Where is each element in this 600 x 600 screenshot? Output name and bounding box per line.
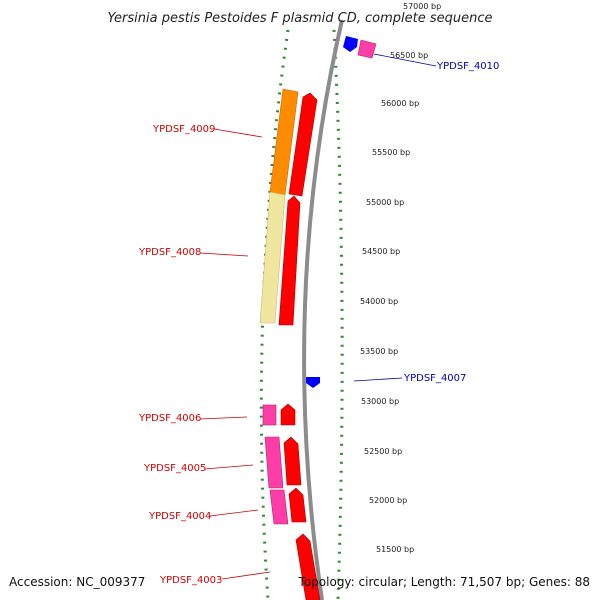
bp-label: 56500 bp	[390, 51, 428, 60]
bp-label: 55500 bp	[372, 148, 410, 157]
gene-label-ypdsf-4006: YPDSF_4006	[138, 413, 201, 424]
leader-ypdsf-4009	[213, 128, 263, 138]
gene-label-ypdsf-4008: YPDSF_4008	[138, 247, 201, 258]
bp-labels: 57000 bp 56500 bp 56000 bp 55500 bp 5500…	[360, 2, 441, 554]
leader-ypdsf-4010	[373, 53, 437, 67]
bp-label: 57000 bp	[403, 2, 441, 11]
bp-label: 53000 bp	[361, 397, 399, 406]
leader-ypdsf-4005	[204, 464, 254, 470]
bp-label: 51500 bp	[376, 545, 414, 554]
leader-ypdsf-4003	[221, 571, 271, 580]
gene-ypdsf-4006	[262, 403, 296, 426]
leader-ypdsf-4004	[209, 509, 259, 517]
topology-label: Topology: circular; Length: 71,507 bp; G…	[298, 575, 590, 589]
gene-label-ypdsf-4010: YPDSF_4010	[436, 61, 499, 72]
gene-label-ypdsf-4004: YPDSF_4004	[148, 511, 211, 522]
bp-label: 52000 bp	[369, 496, 407, 505]
bp-label: 53500 bp	[360, 347, 398, 356]
bp-label: 56000 bp	[381, 99, 419, 108]
bp-label: 54500 bp	[362, 247, 400, 256]
accession-label: Accession: NC_009377	[9, 575, 145, 589]
bp-label: 55000 bp	[366, 198, 404, 207]
inner-tick-ring	[332, 29, 344, 600]
gene-ypdsf-4008-outer	[259, 191, 286, 324]
leader-ypdsf-4006	[199, 416, 248, 420]
gene-label-ypdsf-4005: YPDSF_4005	[143, 463, 206, 474]
gene-ypdsf-4010	[343, 36, 377, 59]
backbone	[302, 19, 344, 600]
gene-ypdsf-4009	[288, 92, 318, 197]
gene-ypdsf-4008	[278, 195, 301, 326]
bp-label: 52500 bp	[364, 447, 402, 456]
gene-label-ypdsf-4003: YPDSF_4003	[159, 575, 222, 586]
map-title: Yersinia pestis Pestoides F plasmid CD, …	[108, 11, 493, 26]
gene-ypdsf-4005	[264, 436, 302, 489]
gene-label-ypdsf-4007: YPDSF_4007	[403, 373, 466, 384]
leader-ypdsf-4008	[199, 252, 249, 257]
gene-labels: YPDSF_4010 YPDSF_4009 YPDSF_4008 YPDSF_4…	[138, 61, 499, 586]
leader-ypdsf-4007	[353, 377, 403, 382]
gene-ypdsf-4007	[306, 377, 320, 388]
gene-label-ypdsf-4009: YPDSF_4009	[152, 124, 215, 135]
gene-ypdsf-4003	[295, 533, 321, 600]
bp-label: 54000 bp	[360, 297, 398, 306]
gene-ypdsf-4004	[269, 487, 307, 525]
